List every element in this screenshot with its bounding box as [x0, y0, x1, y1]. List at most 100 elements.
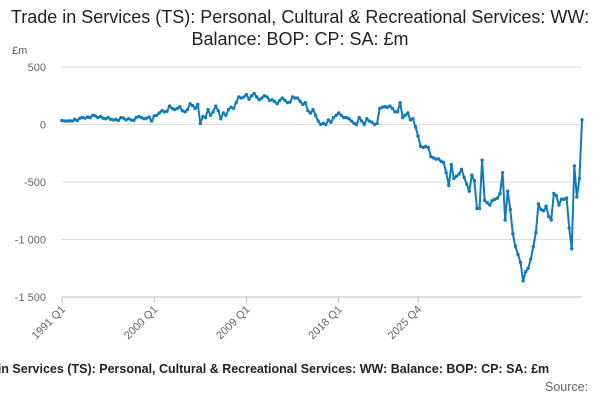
data-point [313, 113, 318, 118]
data-point [383, 104, 387, 109]
data-point [347, 117, 351, 121]
data-point [252, 91, 256, 96]
chart-footer: Trade in Services (TS): Personal, Cultur… [0, 360, 600, 400]
data-point [178, 104, 182, 109]
data-point [506, 189, 510, 193]
data-point [206, 107, 210, 112]
data-point [108, 117, 113, 122]
data-point [436, 157, 441, 161]
data-point [472, 179, 477, 183]
data-point [201, 114, 205, 119]
data-point [257, 98, 261, 102]
data-point [465, 182, 469, 186]
data-point [570, 247, 574, 251]
chart-title: Trade in Services (TS): Personal, Cultur… [10, 7, 590, 49]
data-point [342, 115, 346, 120]
data-point [554, 194, 559, 198]
data-point [288, 100, 292, 104]
data-point [196, 102, 200, 107]
data-point [167, 104, 172, 108]
data-point [129, 118, 133, 122]
data-point [393, 110, 397, 114]
x-tick-label: 2018 Q1 [306, 304, 344, 342]
data-point [103, 117, 108, 121]
data-point [564, 196, 569, 200]
data-point [283, 98, 287, 103]
data-point [219, 117, 223, 121]
data-point [403, 113, 407, 118]
data-point [375, 121, 379, 126]
data-point [331, 115, 336, 120]
data-point [398, 100, 402, 105]
data-point [162, 110, 167, 114]
data-point [388, 104, 392, 108]
data-point [429, 155, 433, 159]
data-point [278, 98, 282, 103]
data-point [321, 121, 325, 126]
data-point [567, 226, 571, 230]
data-point [306, 109, 310, 113]
data-point [114, 117, 118, 122]
data-point [285, 100, 290, 105]
data-point [334, 113, 338, 118]
data-point [508, 207, 512, 212]
data-point [408, 118, 413, 122]
data-point [193, 106, 197, 111]
data-point [308, 111, 313, 115]
data-point [475, 206, 479, 211]
data-point [75, 118, 80, 123]
data-point [329, 120, 333, 124]
data-point [170, 106, 174, 111]
data-point [467, 189, 471, 193]
data-point [539, 207, 543, 212]
data-point [165, 109, 169, 113]
data-point [229, 105, 233, 109]
data-point [339, 113, 343, 118]
data-point [301, 102, 305, 107]
data-point [549, 218, 553, 222]
data-point [385, 105, 390, 109]
data-point [65, 119, 69, 123]
y-axis-unit-label: £m [12, 45, 28, 57]
data-point [121, 116, 126, 120]
data-point [295, 96, 300, 100]
data-point [119, 115, 123, 120]
data-points [60, 91, 584, 283]
data-point [357, 115, 361, 120]
data-point [70, 119, 74, 123]
data-point [247, 97, 251, 101]
axes [61, 296, 582, 303]
data-point [485, 201, 489, 205]
data-point [447, 183, 451, 188]
data-point [365, 117, 369, 121]
y-tick-label: -1 000 [15, 235, 46, 247]
data-point [149, 119, 154, 123]
data-point [180, 109, 185, 113]
data-point [91, 113, 95, 118]
data-point [495, 196, 500, 200]
data-point [441, 160, 446, 165]
y-tick-label: -500 [24, 177, 46, 189]
data-point [67, 119, 72, 123]
data-point [413, 125, 418, 129]
data-point [60, 118, 64, 123]
data-point [523, 270, 528, 274]
data-point [155, 113, 159, 118]
data-point [270, 98, 274, 102]
data-point [260, 96, 264, 100]
data-point [360, 119, 364, 123]
data-point [213, 104, 218, 108]
data-point [449, 163, 454, 167]
data-point [280, 96, 284, 100]
data-point [198, 121, 203, 126]
data-point [88, 115, 92, 120]
data-point [572, 164, 577, 168]
data-point [137, 114, 141, 119]
data-point [208, 113, 213, 118]
data-point [101, 116, 105, 120]
data-point [142, 117, 146, 121]
data-point [293, 96, 297, 100]
data-point [439, 159, 443, 163]
y-tick-label: 0 [40, 120, 46, 132]
data-point [124, 118, 128, 122]
